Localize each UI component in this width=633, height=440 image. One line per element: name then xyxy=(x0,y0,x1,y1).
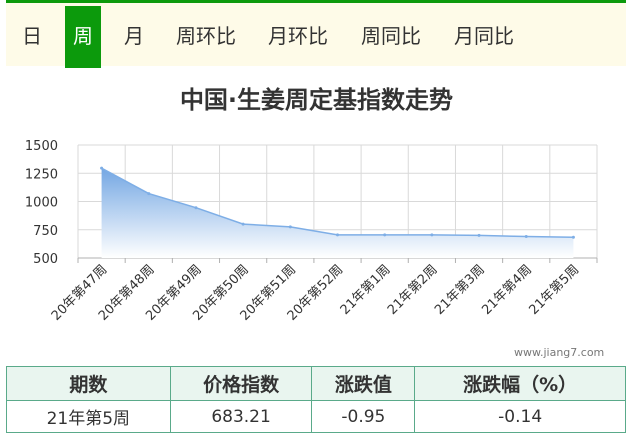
series-points xyxy=(100,166,575,239)
data-point[interactable] xyxy=(477,233,481,237)
tab-month[interactable]: 月 xyxy=(124,24,144,48)
data-point[interactable] xyxy=(524,235,528,239)
header-price-index: 价格指数 xyxy=(169,366,313,401)
table-row: 21年第5周 683.21 -0.95 -0.14 xyxy=(6,400,626,433)
tab-week[interactable]: 周 xyxy=(65,6,101,68)
tab-week-year-on-year[interactable]: 周同比 xyxy=(361,24,421,48)
x-tick-label: 21年第3周 xyxy=(432,262,488,318)
data-point[interactable] xyxy=(288,225,292,229)
x-axis-ticks: 20年第47周20年第48周20年第49周20年第50周20年第51周20年第5… xyxy=(49,262,582,324)
cell-change-percent: -0.14 xyxy=(414,400,626,433)
y-tick-label: 1500 xyxy=(25,139,58,154)
tab-month-on-month[interactable]: 月环比 xyxy=(268,24,328,48)
data-point[interactable] xyxy=(430,233,434,237)
x-tick-label: 21年第5周 xyxy=(526,262,582,318)
tab-day[interactable]: 日 xyxy=(22,24,42,48)
data-point[interactable] xyxy=(147,192,151,196)
tab-month-year-on-year[interactable]: 月同比 xyxy=(454,24,514,48)
x-tick-label: 21年第4周 xyxy=(479,262,535,318)
price-index-chart: 1500 1250 1000 750 500 20年第47周20年第48周20年第49周… xyxy=(25,139,598,324)
data-point[interactable] xyxy=(194,206,198,210)
latest-index-table: 期数 价格指数 涨跌值 涨跌幅（%） 21年第5周 683.21 -0.95 -… xyxy=(6,366,626,433)
chart-title: 中国·生姜周定基指数走势 xyxy=(179,86,454,114)
data-point[interactable] xyxy=(100,166,104,170)
data-point[interactable] xyxy=(241,222,245,226)
header-period: 期数 xyxy=(6,366,171,401)
header-change-percent: 涨跌幅（%） xyxy=(414,366,626,401)
y-axis-ticks: 1500 1250 1000 750 500 xyxy=(25,139,58,267)
x-tick-label: 21年第1周 xyxy=(338,262,394,318)
y-tick-label: 500 xyxy=(33,252,58,267)
cell-period: 21年第5周 xyxy=(6,400,171,433)
cell-price-index: 683.21 xyxy=(169,400,313,433)
header-change-value: 涨跌值 xyxy=(311,366,416,401)
data-point[interactable] xyxy=(336,233,339,237)
period-tab-bar: 日 周 月 周环比 月环比 周同比 月同比 xyxy=(6,0,626,68)
y-tick-label: 750 xyxy=(33,224,58,239)
x-tick-label: 21年第2周 xyxy=(385,262,441,318)
y-tick-label: 1000 xyxy=(25,196,58,211)
tab-week-on-week[interactable]: 周环比 xyxy=(176,24,236,48)
table-header-row: 期数 价格指数 涨跌值 涨跌幅（%） xyxy=(6,366,626,401)
watermark-text: www.jiang7.com xyxy=(514,346,605,359)
y-tick-label: 1250 xyxy=(25,167,58,182)
cell-change-value: -0.95 xyxy=(311,400,416,433)
data-point[interactable] xyxy=(571,235,575,239)
data-point[interactable] xyxy=(383,233,387,237)
